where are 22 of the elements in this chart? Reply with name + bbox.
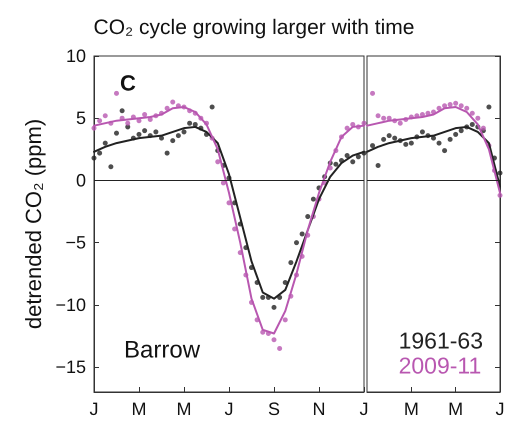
y-tick-label: 10: [66, 46, 86, 66]
x-tick-label: S: [268, 399, 280, 419]
y-tick-label: 0: [76, 170, 86, 190]
annotation: Barrow: [124, 336, 201, 364]
x-tick-label: M: [176, 399, 192, 419]
y-tick-label: −5: [65, 232, 86, 253]
y-axis-title: detrended CO₂ (ppm): [21, 118, 46, 330]
y-tick-label: −10: [55, 294, 86, 315]
x-tick-label: M: [448, 399, 464, 419]
text: 2009-11: [398, 352, 482, 378]
y-tick-label: −15: [55, 357, 86, 378]
y-tick-label: 5: [76, 108, 86, 128]
text: 1961-63: [398, 328, 484, 354]
chart-title: CO₂ cycle growing larger with time: [94, 16, 414, 39]
x-tick-label: J: [90, 399, 98, 419]
x-tick-label: M: [132, 399, 146, 419]
x-tick-label: J: [496, 399, 504, 419]
x-tick-label: N: [312, 399, 326, 419]
x-tick-label: J: [360, 399, 368, 419]
annotation: C: [120, 70, 136, 96]
x-tick-label: M: [404, 399, 419, 419]
x-tick-label: J: [224, 399, 234, 419]
